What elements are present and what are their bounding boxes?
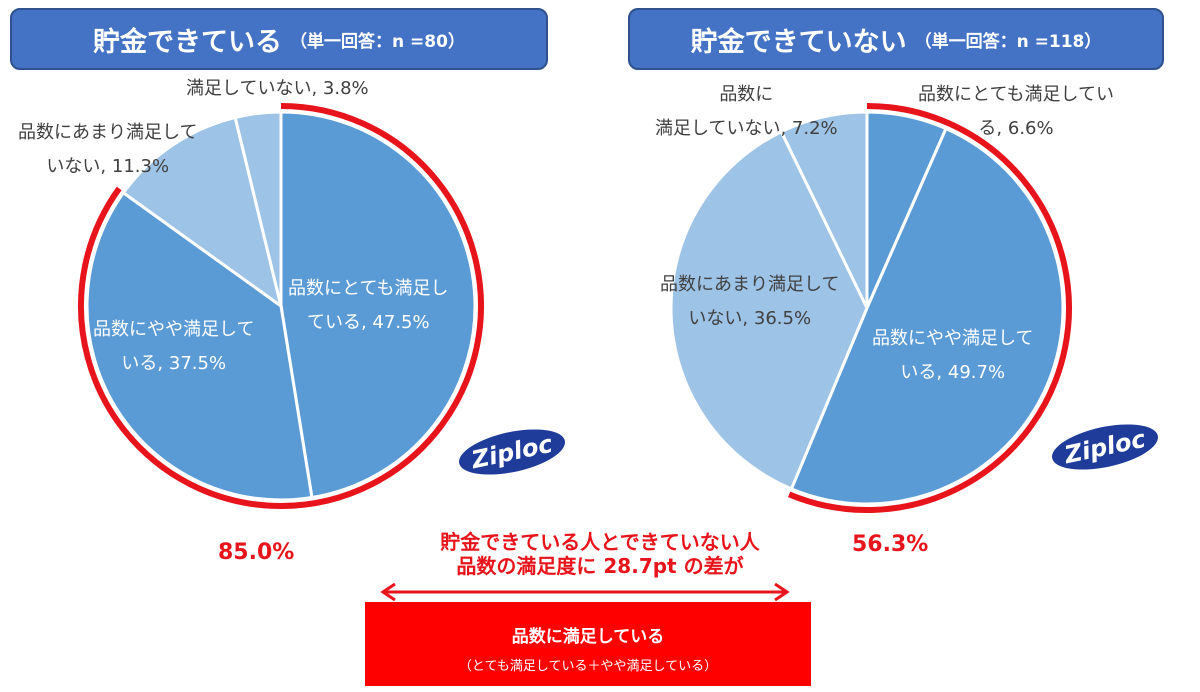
box-title: 品数に満足している (511, 627, 665, 647)
pie-slice (789, 126, 1065, 506)
left-chart-header: 貯金できている （単一回答：n =80） (10, 8, 548, 70)
left-total: 85.0% (218, 540, 295, 565)
right-chart-header: 貯金できていない （単一回答：n =118） (628, 8, 1164, 70)
left-chart-subtitle: （単一回答：n =80） (290, 31, 465, 52)
double-arrow (380, 582, 790, 602)
right-label-not-very-satisfied: 品数にあまり満足して いない, 36.5% (660, 274, 840, 329)
box-note: （とても満足している＋やや満足している） (458, 659, 718, 674)
pie-slice (669, 129, 869, 491)
right-label-very-satisfied: 品数にとても満足してい る, 6.6% (918, 84, 1115, 139)
pie-slice (233, 110, 283, 307)
highlight-arc (787, 103, 1072, 513)
pie-slice (279, 110, 477, 500)
difference-note: 貯金できている人とできていない人 品数の満足度に 28.7pt の差が (440, 530, 760, 578)
left-label-very-satisfied: 品数にとても満足し ている, 47.5% (288, 278, 449, 333)
right-chart-subtitle: （単一回答：n =118） (914, 31, 1102, 52)
pie-slice (85, 190, 314, 502)
left-chart-title: 貯金できている (93, 26, 283, 58)
right-chart-title: 貯金できていない (690, 26, 907, 58)
left-label-not-very-satisfied: 品数にあまり満足して いない, 11.3% (18, 122, 198, 177)
right-label-somewhat-satisfied: 品数にやや満足して いる, 49.7% (872, 328, 1034, 383)
left-label-not-satisfied: 満足していない, 3.8% (186, 78, 369, 99)
left-label-somewhat-satisfied: 品数にやや満足して いる, 37.5% (93, 319, 255, 374)
right-label-not-satisfied: 品数に 満足していない, 7.2% (655, 84, 838, 139)
ziploc-logo: Ziploc (1052, 424, 1158, 470)
ziploc-logo: Ziploc (459, 429, 565, 475)
highlight-arc (78, 103, 484, 509)
pie-slice (779, 110, 869, 309)
satisfied-definition-box: 品数に満足している （とても満足している＋やや満足している） (365, 602, 811, 686)
pie-slice (121, 115, 284, 310)
right-total: 56.3% (852, 532, 929, 557)
